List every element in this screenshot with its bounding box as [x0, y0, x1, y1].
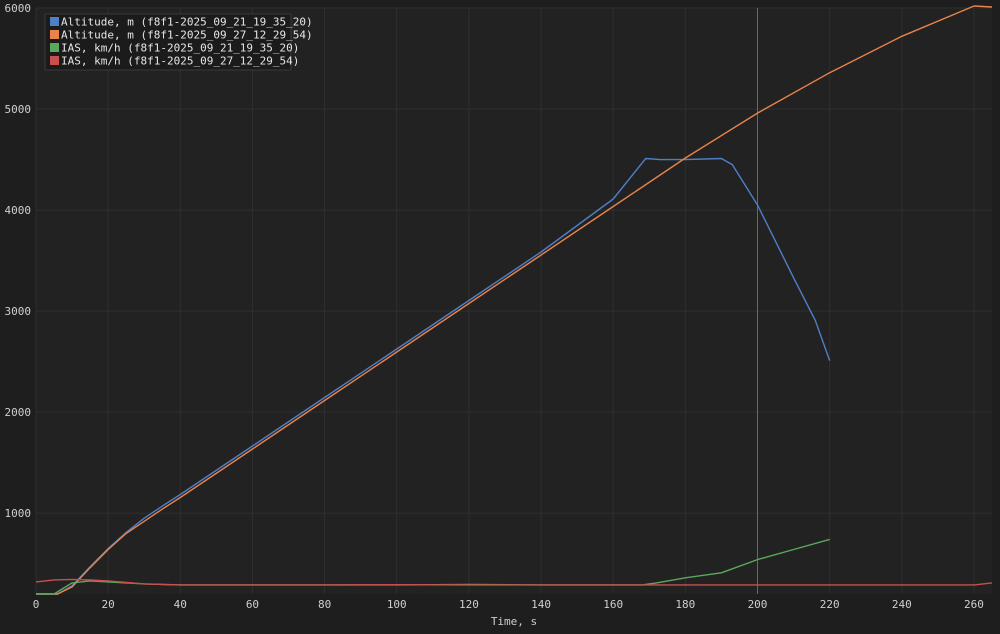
x-tick-label: 260 — [964, 598, 984, 611]
y-tick-label: 6000 — [5, 2, 32, 15]
x-tick-label: 0 — [33, 598, 40, 611]
x-tick-label: 60 — [246, 598, 259, 611]
legend-entry-label: IAS, km/h (f8f1-2025_09_27_12_29_54) — [61, 55, 299, 68]
legend-entry-label: IAS, km/h (f8f1-2025_09_21_19_35_20) — [61, 42, 299, 55]
series-line-2[interactable] — [36, 5, 993, 595]
x-tick-label: 140 — [531, 598, 551, 611]
x-tick-label: 240 — [892, 598, 912, 611]
series-line-1[interactable] — [36, 157, 831, 595]
x-tick-label: 40 — [174, 598, 187, 611]
y-tick-label: 5000 — [5, 103, 32, 116]
x-tick-label: 20 — [102, 598, 115, 611]
x-axis-title: Time, s — [491, 615, 537, 628]
legend-entry-label: Altitude, m (f8f1-2025_09_27_12_29_54) — [61, 29, 313, 42]
legend-swatch — [50, 56, 59, 65]
legend-swatch — [50, 17, 59, 26]
x-tick-label: 80 — [318, 598, 331, 611]
x-tick-label: 220 — [820, 598, 840, 611]
x-tick-label: 120 — [459, 598, 479, 611]
plot-background — [36, 8, 992, 594]
x-tick-label: 200 — [748, 598, 768, 611]
legend[interactable]: Altitude, m (f8f1-2025_09_21_19_35_20)Al… — [44, 13, 313, 71]
series-layer — [35, 5, 993, 595]
legend-swatch — [50, 30, 59, 39]
axis-layer: 0 20 40 60 80 100 120 140 160 180 200 220 240 260 1000… — [5, 2, 984, 611]
legend-box — [44, 13, 292, 71]
y-tick-label: 4000 — [5, 204, 32, 217]
series-line-4[interactable] — [35, 578, 993, 586]
x-tick-label: 160 — [603, 598, 623, 611]
x-tick-label: 180 — [675, 598, 695, 611]
x-tick-label: 100 — [387, 598, 407, 611]
y-tick-label: 2000 — [5, 406, 32, 419]
y-tick-label: 3000 — [5, 305, 32, 318]
legend-swatch — [50, 43, 59, 52]
y-tick-label: 1000 — [5, 507, 32, 520]
legend-entry-label: Altitude, m (f8f1-2025_09_21_19_35_20) — [61, 16, 313, 29]
